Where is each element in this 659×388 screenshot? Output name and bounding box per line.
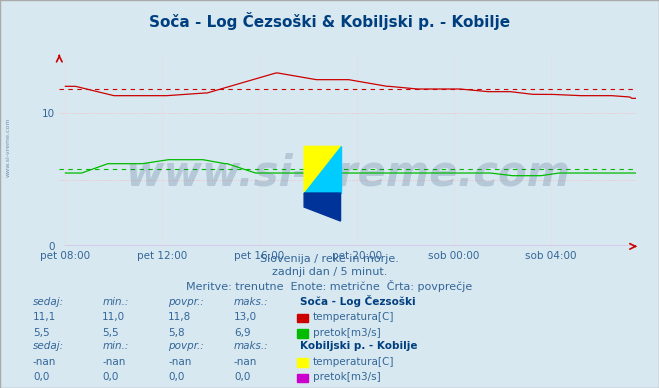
Text: -nan: -nan: [168, 357, 191, 367]
Polygon shape: [304, 146, 341, 193]
Text: -nan: -nan: [33, 357, 56, 367]
Text: sedaj:: sedaj:: [33, 341, 64, 351]
Text: www.si-vreme.com: www.si-vreme.com: [5, 118, 11, 177]
Text: 5,8: 5,8: [168, 327, 185, 338]
Text: sedaj:: sedaj:: [33, 296, 64, 307]
Text: pretok[m3/s]: pretok[m3/s]: [313, 327, 381, 338]
Text: 5,5: 5,5: [33, 327, 49, 338]
Text: Slovenija / reke in morje.: Slovenija / reke in morje.: [260, 254, 399, 264]
Text: 11,0: 11,0: [102, 312, 125, 322]
Text: Soča - Log Čezsoški & Kobiljski p. - Kobilje: Soča - Log Čezsoški & Kobiljski p. - Kob…: [149, 12, 510, 29]
Text: povpr.:: povpr.:: [168, 341, 204, 351]
Text: temperatura[C]: temperatura[C]: [313, 357, 395, 367]
Text: zadnji dan / 5 minut.: zadnji dan / 5 minut.: [272, 267, 387, 277]
Text: 6,9: 6,9: [234, 327, 250, 338]
Text: 11,1: 11,1: [33, 312, 56, 322]
Text: Meritve: trenutne  Enote: metrične  Črta: povprečje: Meritve: trenutne Enote: metrične Črta: …: [186, 280, 473, 292]
Text: temperatura[C]: temperatura[C]: [313, 312, 395, 322]
Text: 13,0: 13,0: [234, 312, 257, 322]
Polygon shape: [304, 193, 341, 221]
Text: maks.:: maks.:: [234, 341, 269, 351]
Polygon shape: [304, 146, 341, 193]
Text: 0,0: 0,0: [234, 372, 250, 382]
Text: maks.:: maks.:: [234, 296, 269, 307]
Text: 0,0: 0,0: [102, 372, 119, 382]
Text: -nan: -nan: [234, 357, 257, 367]
Text: 11,8: 11,8: [168, 312, 191, 322]
Text: min.:: min.:: [102, 341, 129, 351]
Text: 5,5: 5,5: [102, 327, 119, 338]
Text: -nan: -nan: [102, 357, 125, 367]
Text: 0,0: 0,0: [33, 372, 49, 382]
Text: Soča - Log Čezsoški: Soča - Log Čezsoški: [300, 294, 415, 307]
Text: min.:: min.:: [102, 296, 129, 307]
Text: pretok[m3/s]: pretok[m3/s]: [313, 372, 381, 382]
Text: www.si-vreme.com: www.si-vreme.com: [125, 152, 570, 194]
Text: Kobiljski p. - Kobilje: Kobiljski p. - Kobilje: [300, 341, 417, 351]
Text: povpr.:: povpr.:: [168, 296, 204, 307]
Text: 0,0: 0,0: [168, 372, 185, 382]
